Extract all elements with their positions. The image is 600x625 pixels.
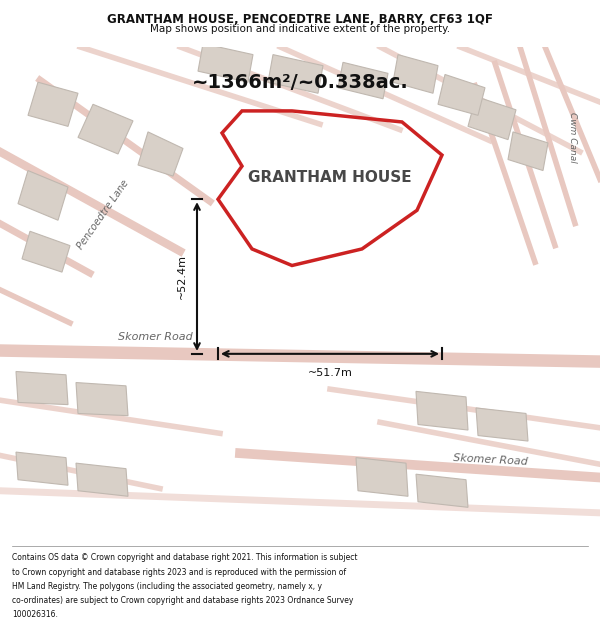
Text: GRANTHAM HOUSE, PENCOEDTRE LANE, BARRY, CF63 1QF: GRANTHAM HOUSE, PENCOEDTRE LANE, BARRY, … (107, 13, 493, 26)
Text: Pencoedtre Lane: Pencoedtre Lane (76, 178, 131, 251)
Text: Skomer Road: Skomer Road (118, 332, 193, 342)
Polygon shape (16, 371, 68, 404)
Polygon shape (268, 54, 323, 93)
Polygon shape (18, 171, 68, 220)
Polygon shape (28, 82, 78, 126)
Polygon shape (356, 458, 408, 496)
Text: GRANTHAM HOUSE: GRANTHAM HOUSE (248, 169, 412, 184)
Polygon shape (138, 132, 183, 176)
Polygon shape (198, 44, 253, 82)
Polygon shape (468, 96, 516, 139)
Text: Skomer Road: Skomer Road (452, 453, 527, 467)
Polygon shape (416, 474, 468, 508)
Polygon shape (476, 408, 528, 441)
Text: co-ordinates) are subject to Crown copyright and database rights 2023 Ordnance S: co-ordinates) are subject to Crown copyr… (12, 596, 353, 605)
Text: Contains OS data © Crown copyright and database right 2021. This information is : Contains OS data © Crown copyright and d… (12, 554, 358, 562)
Polygon shape (16, 452, 68, 485)
Text: ~52.4m: ~52.4m (177, 254, 187, 299)
Text: to Crown copyright and database rights 2023 and is reproduced with the permissio: to Crown copyright and database rights 2… (12, 568, 346, 577)
Polygon shape (78, 104, 133, 154)
Polygon shape (338, 62, 388, 99)
Polygon shape (76, 463, 128, 496)
Text: Map shows position and indicative extent of the property.: Map shows position and indicative extent… (150, 24, 450, 34)
Text: ~51.7m: ~51.7m (308, 368, 352, 378)
Text: Cwm Canal: Cwm Canal (569, 112, 577, 162)
Polygon shape (22, 231, 70, 272)
Polygon shape (393, 54, 438, 93)
Polygon shape (416, 391, 468, 430)
Polygon shape (76, 382, 128, 416)
Polygon shape (438, 74, 485, 116)
Text: ~1366m²/~0.338ac.: ~1366m²/~0.338ac. (191, 72, 409, 92)
Text: HM Land Registry. The polygons (including the associated geometry, namely x, y: HM Land Registry. The polygons (includin… (12, 582, 322, 591)
Text: 100026316.: 100026316. (12, 611, 58, 619)
Polygon shape (508, 132, 548, 171)
